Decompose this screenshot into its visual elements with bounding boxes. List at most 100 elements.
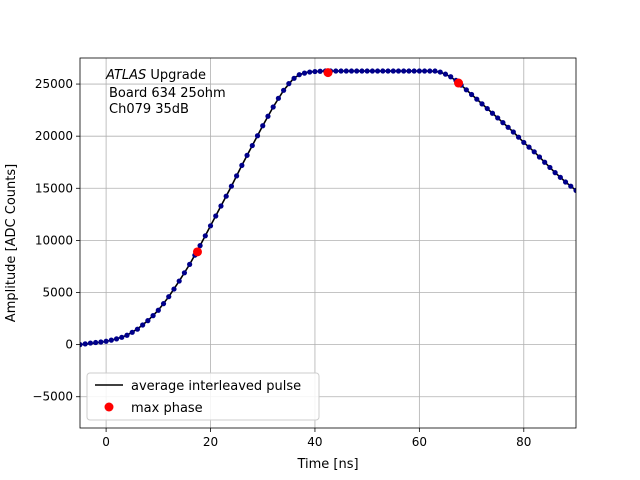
sample-point bbox=[354, 68, 360, 74]
sample-point bbox=[536, 154, 543, 160]
sample-point bbox=[474, 96, 480, 102]
sample-point bbox=[489, 110, 496, 116]
sample-point bbox=[254, 133, 261, 139]
sample-point bbox=[265, 113, 271, 119]
sample-point bbox=[484, 105, 490, 112]
sample-point bbox=[510, 129, 516, 135]
sample-point bbox=[301, 70, 308, 76]
sample-point bbox=[531, 149, 537, 155]
x-tick-label: 40 bbox=[307, 435, 322, 449]
max-phase-point bbox=[192, 247, 202, 257]
sample-point bbox=[401, 68, 407, 74]
sample-point bbox=[479, 101, 485, 107]
sample-point bbox=[286, 81, 292, 87]
sample-point bbox=[416, 68, 422, 74]
sample-point bbox=[140, 322, 146, 328]
sample-point bbox=[343, 68, 349, 74]
sample-point bbox=[296, 72, 302, 78]
sample-point bbox=[218, 203, 224, 209]
axes-frame bbox=[79, 57, 577, 429]
sample-point bbox=[202, 233, 208, 239]
sample-point bbox=[317, 68, 323, 74]
annotation-line-2: Board 634 25ohm bbox=[109, 86, 226, 101]
sample-point bbox=[542, 159, 548, 165]
annotation-line-1: ATLAS Upgrade bbox=[105, 68, 206, 83]
sample-point bbox=[270, 104, 276, 110]
sample-point bbox=[390, 68, 396, 74]
sample-point bbox=[187, 261, 193, 267]
sample-point bbox=[395, 68, 402, 74]
sample-point bbox=[249, 142, 255, 149]
sample-point bbox=[244, 152, 250, 158]
sample-point bbox=[171, 286, 177, 292]
sample-point bbox=[521, 139, 527, 146]
sample-point bbox=[223, 193, 229, 199]
y-tick-label: 20000 bbox=[35, 129, 73, 143]
x-axis-ticks: 0 20 40 60 80 bbox=[102, 428, 531, 449]
sample-point bbox=[181, 270, 188, 276]
sample-point bbox=[228, 183, 235, 189]
sample-point bbox=[213, 213, 219, 219]
sample-point bbox=[87, 340, 94, 346]
sample-point bbox=[82, 341, 88, 347]
sample-point bbox=[552, 170, 558, 176]
sample-point bbox=[432, 68, 438, 74]
sample-point bbox=[129, 329, 135, 335]
grid bbox=[80, 58, 576, 428]
sample-point bbox=[160, 301, 167, 307]
plot-content bbox=[80, 68, 576, 348]
annotation-line-3: Ch079 35dB bbox=[109, 102, 189, 117]
sample-point bbox=[442, 71, 449, 77]
sample-point bbox=[80, 342, 83, 348]
sample-point bbox=[281, 87, 287, 93]
sample-point bbox=[98, 339, 104, 345]
sample-point bbox=[359, 68, 365, 74]
sample-point bbox=[557, 174, 563, 180]
sample-point bbox=[150, 313, 156, 319]
sample-point bbox=[385, 68, 391, 74]
sample-point bbox=[437, 69, 443, 75]
y-tick-label: 15000 bbox=[35, 181, 73, 195]
sample-point bbox=[364, 68, 370, 74]
x-tick-label: 0 bbox=[102, 435, 110, 449]
sample-point bbox=[568, 183, 574, 189]
y-tick-label: 25000 bbox=[35, 77, 73, 91]
sample-point bbox=[505, 124, 511, 130]
sample-point bbox=[375, 68, 381, 74]
sample-point bbox=[93, 339, 99, 346]
sample-point bbox=[124, 332, 130, 338]
sample-point bbox=[468, 91, 475, 98]
sample-point bbox=[307, 69, 313, 75]
y-tick-label: 5000 bbox=[42, 286, 73, 300]
max-phase-point bbox=[323, 68, 333, 78]
sample-point bbox=[562, 179, 569, 185]
sample-point bbox=[547, 164, 553, 171]
sample-point bbox=[145, 318, 151, 324]
sample-point bbox=[155, 307, 161, 313]
x-tick-label: 60 bbox=[412, 435, 427, 449]
sample-point bbox=[411, 68, 417, 74]
sample-point bbox=[338, 68, 344, 74]
sample-point bbox=[234, 173, 240, 179]
sample-point bbox=[448, 74, 454, 80]
annotation-atlas: ATLAS bbox=[105, 68, 146, 83]
sample-point bbox=[369, 68, 375, 74]
x-tick-label: 80 bbox=[516, 435, 531, 449]
sample-point bbox=[348, 68, 355, 74]
legend-label-average: average interleaved pulse bbox=[131, 379, 301, 394]
sample-point bbox=[176, 278, 182, 284]
y-tick-label: −5000 bbox=[32, 390, 73, 404]
sample-point bbox=[427, 68, 433, 74]
legend-box bbox=[86, 372, 320, 421]
legend: average interleaved pulse max phase bbox=[86, 372, 320, 421]
annotation-upgrade: Upgrade bbox=[146, 68, 206, 83]
sample-point bbox=[260, 123, 266, 129]
sample-point bbox=[463, 87, 469, 93]
sample-point bbox=[134, 326, 141, 332]
y-tick-label: 10000 bbox=[35, 233, 73, 247]
sample-point bbox=[312, 68, 318, 75]
legend-label-max-phase: max phase bbox=[131, 401, 203, 416]
max-phase-point bbox=[454, 78, 464, 88]
sample-point bbox=[500, 120, 506, 126]
